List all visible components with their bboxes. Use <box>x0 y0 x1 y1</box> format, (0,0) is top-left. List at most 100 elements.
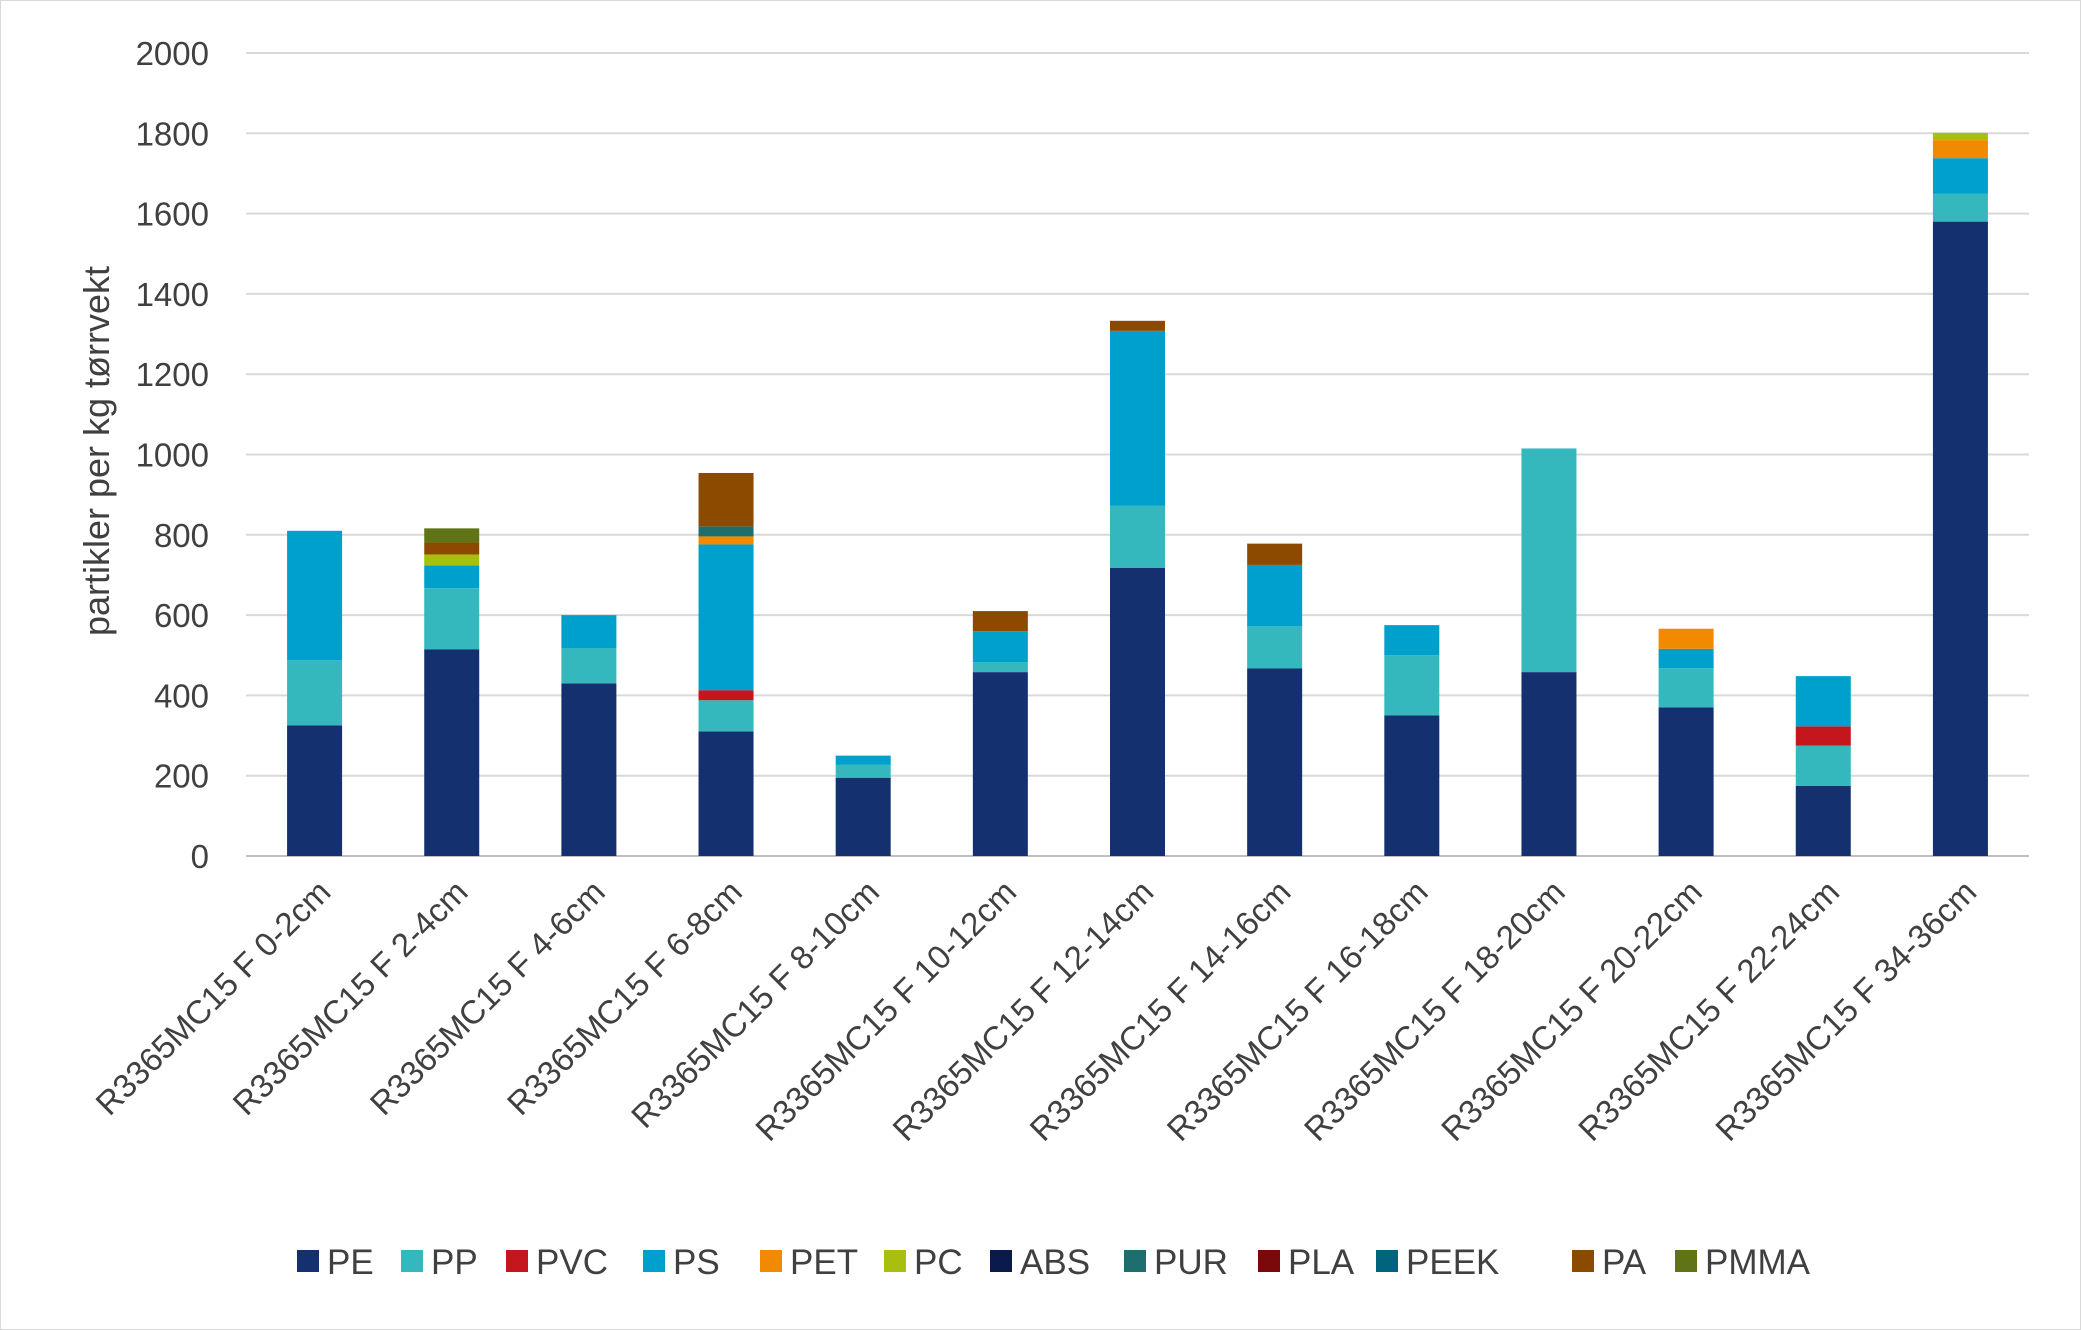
legend-item-pa[interactable]: PA <box>1572 1243 1647 1282</box>
bar-segment-pp <box>698 700 754 732</box>
bar-segment-pa <box>1247 543 1303 565</box>
legend-label: PA <box>1602 1243 1647 1282</box>
legend-swatch <box>401 1250 423 1272</box>
x-tick-label: R3365MC15 F 10-12cm <box>748 873 1023 1148</box>
legend-label: ABS <box>1020 1243 1090 1282</box>
legend-label: PVC <box>536 1243 608 1282</box>
bar-segment-ps <box>287 530 343 661</box>
bars <box>287 132 1988 856</box>
y-tick-label: 1600 <box>136 196 209 233</box>
bar-segment-pe <box>1384 715 1440 856</box>
bar-segment-ps <box>698 544 754 691</box>
bar-segment-pp <box>561 648 617 684</box>
y-tick-label: 400 <box>154 677 209 714</box>
bar-segment-pa <box>424 542 480 555</box>
legend-item-pmma[interactable]: PMMA <box>1675 1243 1811 1282</box>
legend-item-pc[interactable]: PC <box>884 1243 963 1282</box>
bar-segment-pp <box>972 662 1028 673</box>
bar-segment-pe <box>1795 785 1851 856</box>
x-tick-label: R3365MC15 F 6-8cm <box>500 873 749 1122</box>
bar-segment-ps <box>1110 330 1165 506</box>
bar-segment-pvc <box>1795 726 1851 746</box>
legend-label: PC <box>914 1243 963 1282</box>
legend-item-pp[interactable]: PP <box>401 1243 478 1282</box>
bar-segment-pp <box>287 660 343 726</box>
bar-segment-pp <box>1795 745 1851 786</box>
legend-item-abs[interactable]: ABS <box>990 1243 1090 1282</box>
bar-segment-pp <box>1521 448 1577 673</box>
x-tick-label: R3365MC15 F 22-24cm <box>1571 873 1846 1148</box>
legend-swatch <box>506 1250 528 1272</box>
y-tick-label: 2000 <box>136 35 209 72</box>
x-tick-label: R3365MC15 F 4-6cm <box>363 873 612 1122</box>
legend: PE PP PVC PS PET PC ABS PUR PLA PEEK PA PMMA <box>297 1243 1811 1282</box>
legend-swatch <box>884 1250 906 1272</box>
legend-label: PLA <box>1288 1243 1355 1282</box>
legend-swatch <box>1376 1250 1398 1272</box>
bar-segment-ps <box>1795 676 1851 727</box>
bar-segment-pet <box>698 536 754 545</box>
bar-segment-ps <box>1658 648 1714 669</box>
bar-segment-pp <box>1384 655 1440 716</box>
bar-segment-ps <box>835 755 891 765</box>
bar-segment-pvc <box>698 690 754 701</box>
y-tick-label: 0 <box>191 838 209 875</box>
legend-swatch <box>1675 1250 1697 1272</box>
x-tick-label: R3365MC15 F 18-20cm <box>1297 873 1572 1148</box>
legend-item-pe[interactable]: PE <box>297 1243 374 1282</box>
bar-segment-pe <box>972 672 1028 856</box>
bar-segment-pp <box>1247 626 1303 669</box>
legend-label: PUR <box>1154 1243 1228 1282</box>
bar-segment-pp <box>1658 668 1714 708</box>
bar-segment-pe <box>835 777 891 856</box>
y-tick-label: 200 <box>154 758 209 795</box>
legend-swatch <box>990 1250 1012 1272</box>
x-tick-label: R3365MC15 F 0-2cm <box>88 873 337 1122</box>
y-tick-label: 600 <box>154 597 209 634</box>
legend-label: PS <box>673 1243 720 1282</box>
legend-swatch <box>1124 1250 1146 1272</box>
bar-segment-pur <box>698 526 754 537</box>
bar-segment-pe <box>1658 707 1714 856</box>
legend-item-pur[interactable]: PUR <box>1124 1243 1228 1282</box>
y-tick-label: 1200 <box>136 356 209 393</box>
y-tick-label: 1800 <box>136 115 209 152</box>
y-axis-title: partikler per kg tørrvekt <box>76 266 117 636</box>
bar-segment-pet <box>1658 628 1714 649</box>
y-tick-label: 1000 <box>136 437 209 474</box>
y-axis: 0 200 400 600 800 1000 1200 1400 1600 1800 2000 <box>136 35 209 875</box>
legend-item-pvc[interactable]: PVC <box>506 1243 608 1282</box>
legend-label: PMMA <box>1705 1243 1811 1282</box>
bar-segment-ps <box>1247 564 1303 627</box>
bar-segment-pe <box>698 731 754 856</box>
legend-label: PET <box>790 1243 858 1282</box>
bar-segment-pe <box>561 683 617 856</box>
legend-item-ps[interactable]: PS <box>643 1243 720 1282</box>
legend-swatch <box>1572 1250 1594 1272</box>
legend-swatch <box>643 1250 665 1272</box>
legend-item-peek[interactable]: PEEK <box>1376 1243 1499 1282</box>
bar-segment-pa <box>972 611 1028 632</box>
bar-segment-pe <box>1110 567 1165 856</box>
bar-segment-pa <box>698 472 754 527</box>
legend-swatch <box>297 1250 319 1272</box>
x-tick-label: R3365MC15 F 14-16cm <box>1022 873 1297 1148</box>
bar-segment-pp <box>835 764 891 778</box>
bar-segment-pe <box>424 649 480 856</box>
legend-item-pet[interactable]: PET <box>760 1243 858 1282</box>
legend-label: PEEK <box>1406 1243 1499 1282</box>
bar-segment-pe <box>1521 672 1577 856</box>
x-tick-label: R3365MC15 F 8-10cm <box>624 873 886 1135</box>
bar-segment-pp <box>1110 505 1165 568</box>
bar-segment-pe <box>1932 221 1988 856</box>
legend-item-pla[interactable]: PLA <box>1258 1243 1355 1282</box>
bar-segment-pc <box>424 554 480 566</box>
x-tick-label: R3365MC15 F 16-18cm <box>1160 873 1435 1148</box>
bar-segment-pet <box>1932 140 1988 159</box>
y-tick-label: 800 <box>154 517 209 554</box>
legend-label: PP <box>431 1243 478 1282</box>
bar-segment-ps <box>424 565 480 589</box>
bar-segment-ps <box>972 631 1028 663</box>
